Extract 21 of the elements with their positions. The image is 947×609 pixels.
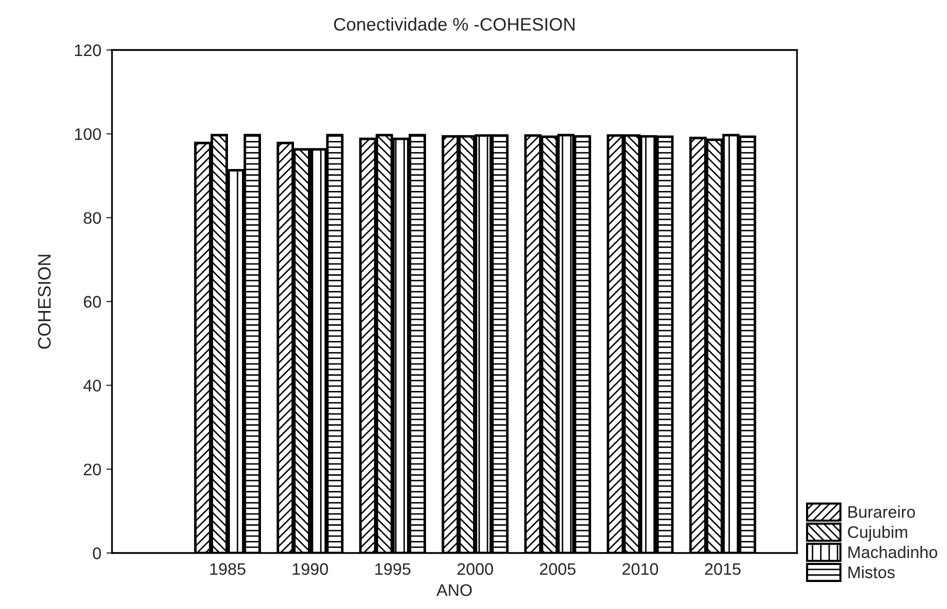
y-tick-label: 60 bbox=[84, 296, 101, 308]
x-tick-label: 1990 bbox=[292, 563, 328, 575]
chart-title: Conectividade % -COHESION bbox=[334, 17, 574, 31]
legend-label: Machadinho bbox=[848, 546, 938, 558]
x-tick-label: 1995 bbox=[375, 563, 410, 575]
legend-label: Cujubim bbox=[848, 526, 908, 542]
x-axis-title: ANO bbox=[436, 584, 472, 596]
x-tick-label: 2010 bbox=[622, 563, 658, 575]
x-tick-label: 2005 bbox=[540, 563, 576, 575]
x-tick-label: 2015 bbox=[705, 563, 741, 575]
legend-label: Mistos bbox=[848, 566, 895, 578]
y-tick-label: 40 bbox=[83, 380, 101, 392]
y-tick-label: 0 bbox=[92, 547, 101, 560]
legend-label: Burareiro bbox=[848, 506, 915, 518]
y-tick-label: 20 bbox=[84, 464, 101, 476]
x-tick-label: 1985 bbox=[210, 563, 246, 575]
y-tick-label: 120 bbox=[75, 44, 101, 56]
y-axis-title: COHESION bbox=[38, 254, 51, 349]
y-tick-label: 80 bbox=[84, 212, 101, 224]
x-tick-label: 2000 bbox=[457, 563, 494, 575]
y-tick-label: 100 bbox=[75, 128, 101, 140]
